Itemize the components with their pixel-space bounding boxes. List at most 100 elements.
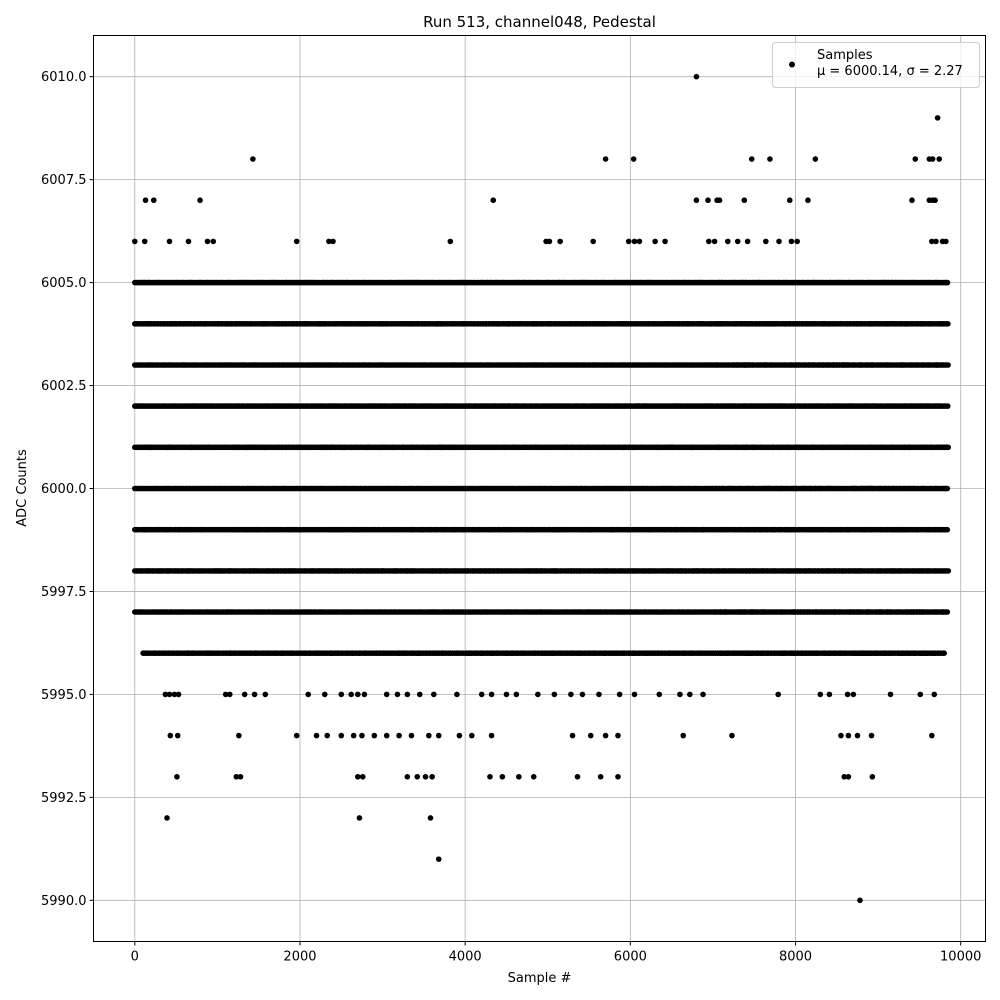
data-point xyxy=(929,238,935,245)
data-point xyxy=(394,691,401,698)
data-point xyxy=(174,773,180,780)
data-point xyxy=(805,197,811,204)
x-tick-label: 8000 xyxy=(779,950,812,965)
data-point xyxy=(142,197,149,204)
data-point xyxy=(435,732,442,739)
data-point xyxy=(568,691,574,698)
data-point xyxy=(931,691,938,698)
data-point xyxy=(210,238,217,245)
chart-title: Run 513, channel048, Pedestal xyxy=(423,13,656,31)
data-point xyxy=(174,732,181,739)
data-point xyxy=(447,238,454,245)
data-point xyxy=(478,691,485,698)
data-point xyxy=(748,156,755,162)
data-point xyxy=(909,197,915,204)
data-point xyxy=(844,691,851,698)
y-tick-label: 6007.5 xyxy=(41,173,87,188)
data-point xyxy=(150,197,157,204)
data-point xyxy=(383,732,390,739)
data-point xyxy=(166,238,173,245)
data-point xyxy=(887,691,894,698)
data-point xyxy=(625,238,632,245)
data-point xyxy=(587,732,594,739)
legend-stats-label: μ = 6000.14, σ = 2.27 xyxy=(817,64,963,79)
data-point xyxy=(725,238,731,245)
data-point xyxy=(359,773,366,780)
data-point xyxy=(162,691,169,698)
data-point xyxy=(305,691,312,698)
data-point-band xyxy=(132,279,951,286)
data-point xyxy=(396,732,402,739)
data-point xyxy=(763,238,769,245)
legend-box xyxy=(772,42,980,88)
data-point xyxy=(845,773,852,780)
data-point xyxy=(197,197,203,204)
data-point xyxy=(348,691,354,698)
data-point xyxy=(729,732,735,739)
y-tick-label: 5990.0 xyxy=(41,894,87,909)
data-point xyxy=(516,773,522,780)
data-point xyxy=(361,691,368,698)
data-point xyxy=(490,197,497,204)
data-point xyxy=(167,732,174,739)
data-point xyxy=(590,238,596,245)
data-point xyxy=(422,773,429,780)
data-point xyxy=(602,156,609,162)
data-point xyxy=(932,197,938,204)
data-point xyxy=(503,691,510,698)
data-point xyxy=(744,238,751,245)
data-point xyxy=(776,238,782,245)
data-point xyxy=(429,773,435,780)
data-point xyxy=(741,197,748,204)
data-point xyxy=(468,732,475,739)
data-point xyxy=(854,732,861,739)
data-point xyxy=(404,773,411,780)
data-point xyxy=(912,156,919,162)
data-point xyxy=(236,732,242,739)
data-point xyxy=(454,691,460,698)
data-point xyxy=(383,691,390,698)
y-tick-label: 5997.5 xyxy=(41,585,87,600)
data-point xyxy=(535,691,541,698)
data-point-band xyxy=(132,403,951,409)
y-tick-label: 5992.5 xyxy=(41,791,87,806)
data-point xyxy=(435,856,442,862)
data-point xyxy=(487,773,493,780)
data-point xyxy=(734,238,741,245)
legend-series-label: Samples xyxy=(817,48,873,63)
data-point xyxy=(700,691,706,698)
legend-marker xyxy=(789,61,795,68)
data-point xyxy=(680,732,687,739)
data-point xyxy=(551,691,558,698)
data-point xyxy=(934,115,941,121)
data-point xyxy=(687,691,693,698)
data-point-band xyxy=(132,526,951,533)
data-point xyxy=(293,732,300,739)
data-point xyxy=(141,238,148,245)
data-point xyxy=(354,691,361,698)
data-point xyxy=(326,238,332,245)
data-point xyxy=(546,238,553,245)
data-point xyxy=(616,691,623,698)
data-point xyxy=(241,691,248,698)
y-tick-label: 5995.0 xyxy=(41,688,87,703)
data-point xyxy=(359,732,365,739)
data-point xyxy=(817,691,824,698)
y-axis-label: ADC Counts xyxy=(15,449,30,527)
data-point xyxy=(250,156,256,162)
data-point xyxy=(845,732,852,739)
data-point xyxy=(929,732,935,739)
data-point xyxy=(371,732,378,739)
data-point xyxy=(933,238,939,245)
data-point xyxy=(321,691,328,698)
data-point xyxy=(185,238,192,245)
data-point xyxy=(711,238,718,245)
x-axis-ticks: 0 2000 4000 6000 8000 10000 xyxy=(131,941,981,965)
data-point xyxy=(499,773,506,780)
data-point xyxy=(226,691,233,698)
data-point xyxy=(427,815,434,821)
data-point xyxy=(574,773,581,780)
data-point xyxy=(794,238,800,245)
y-tick-label: 6010.0 xyxy=(41,70,87,85)
data-point xyxy=(426,732,432,739)
